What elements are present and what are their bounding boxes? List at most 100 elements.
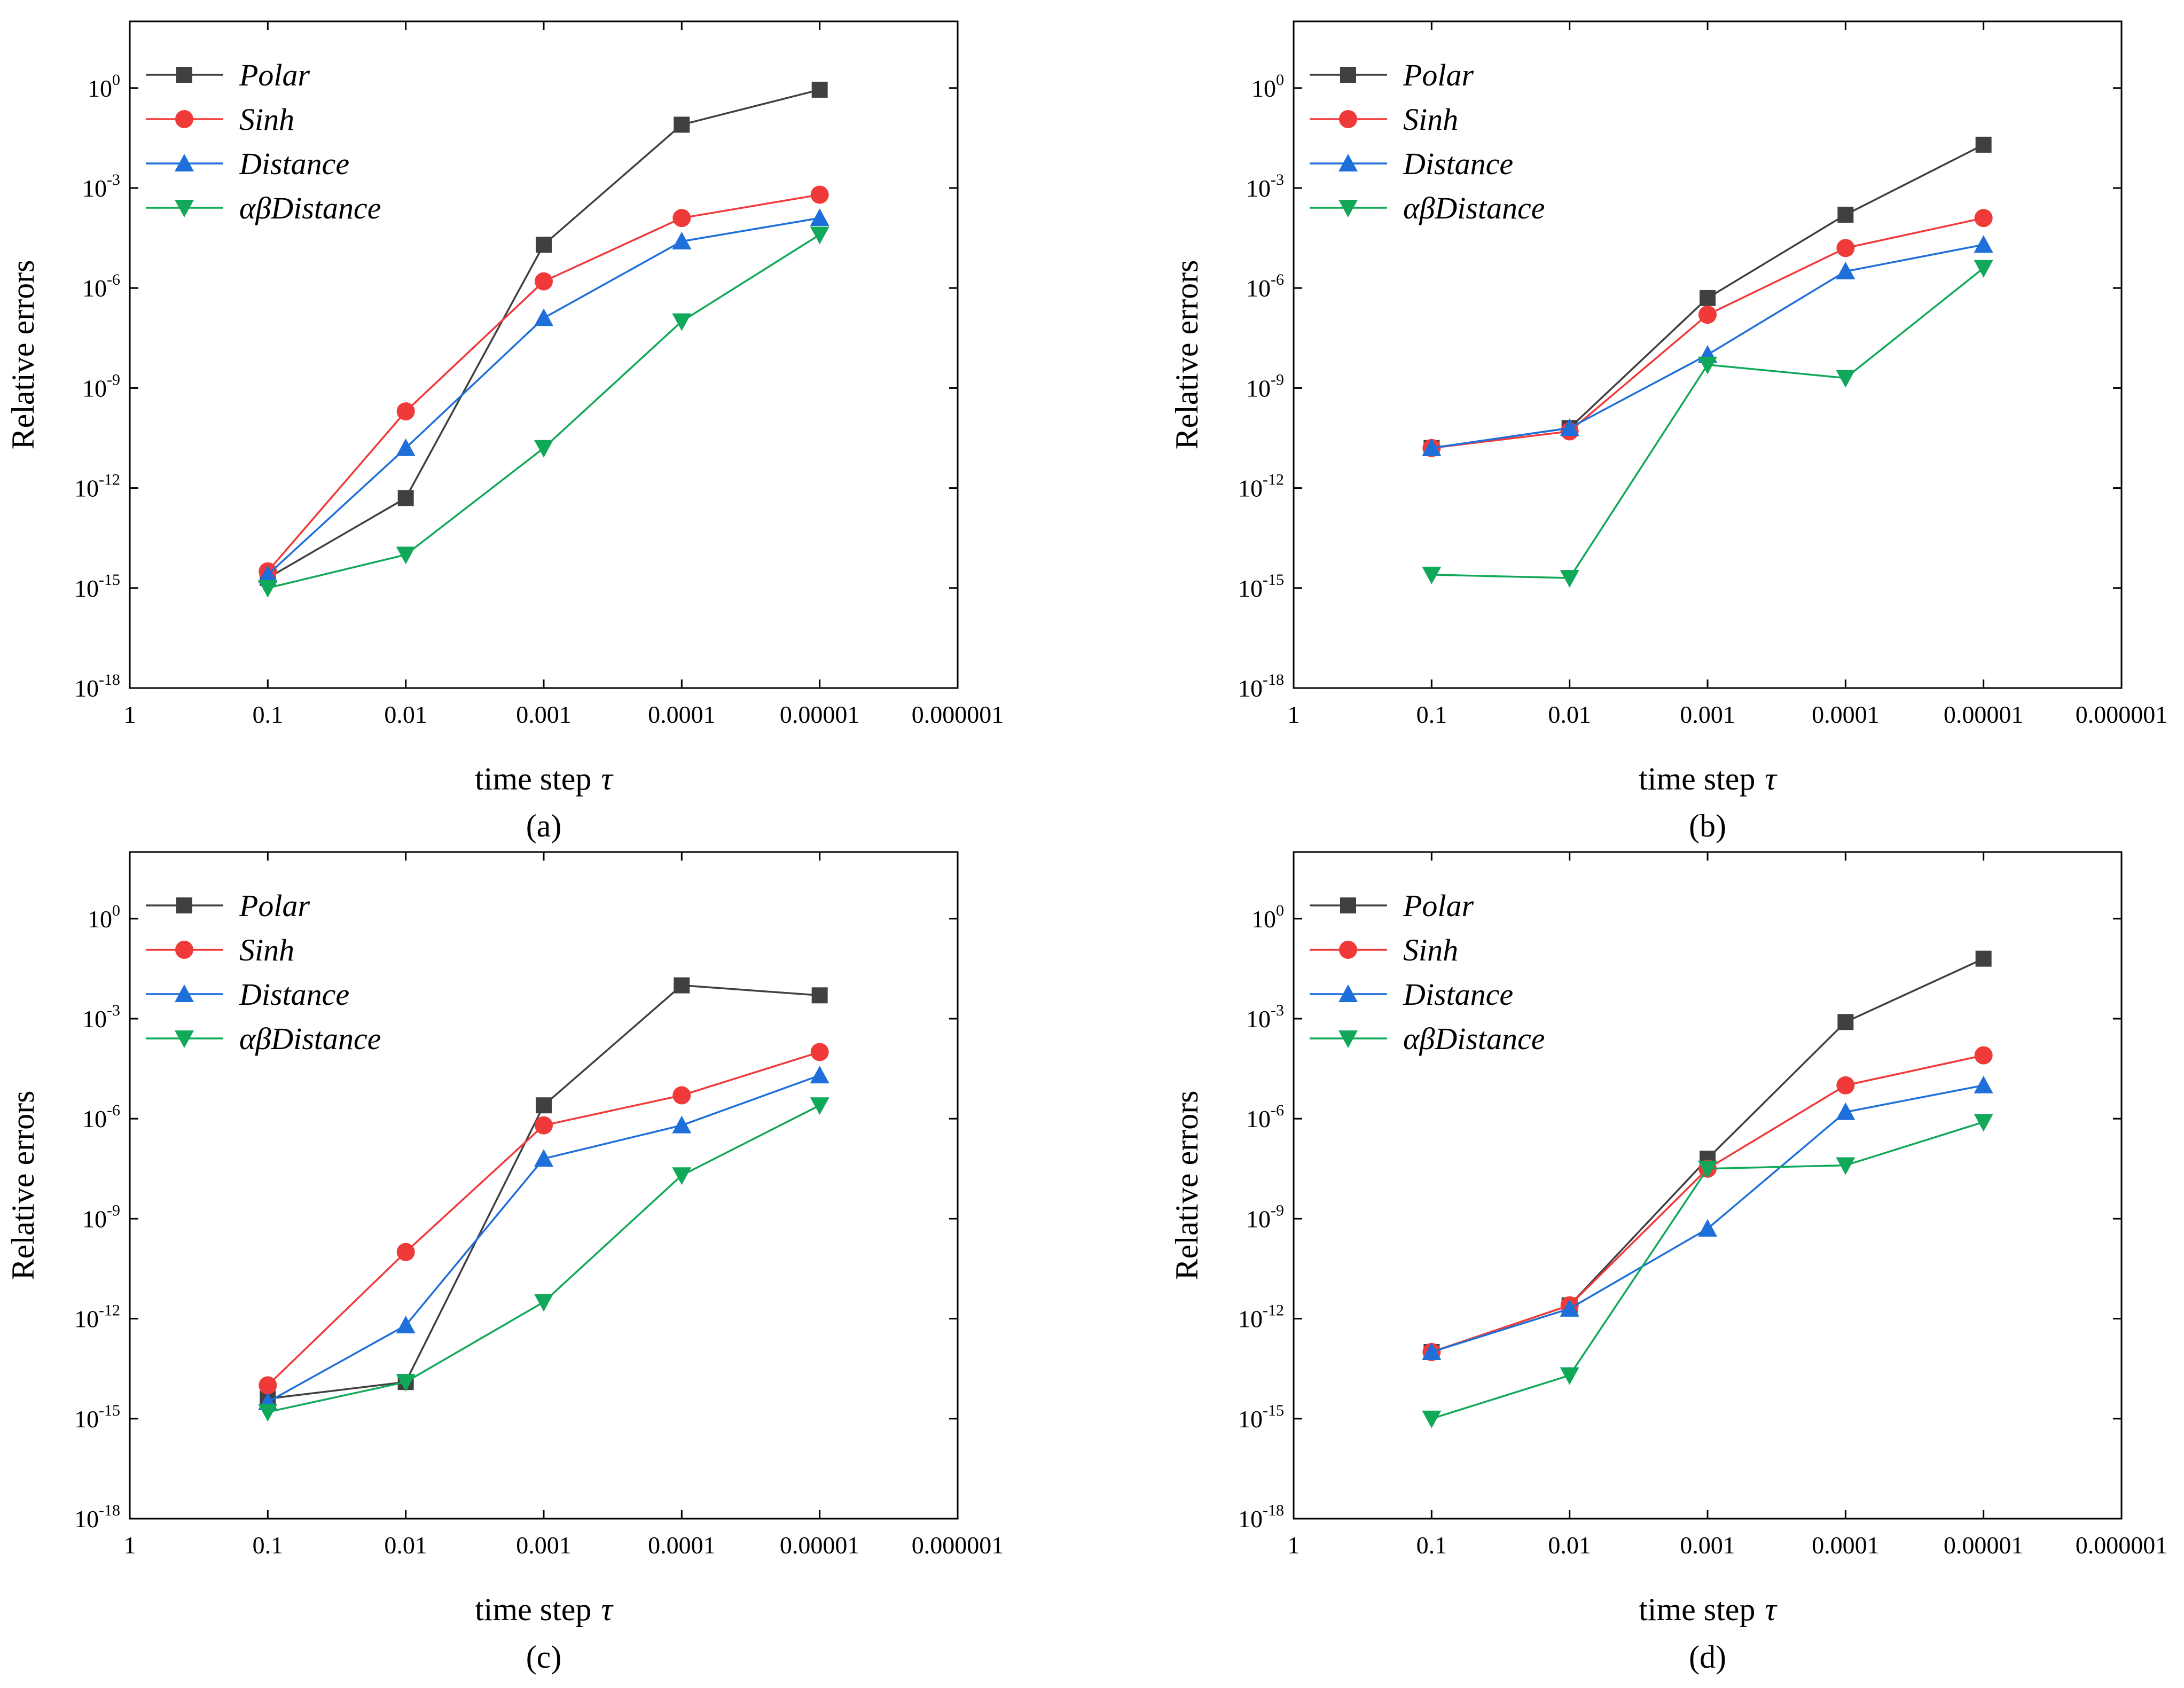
y-tick-label: 100 <box>88 71 120 102</box>
data-point-series-2 <box>396 402 415 421</box>
data-point-series-3 <box>1560 1299 1579 1317</box>
data-point-series-4 <box>1422 1410 1442 1428</box>
y-tick-base: 10 <box>82 175 107 202</box>
data-point-series-3 <box>1560 418 1579 436</box>
legend-marker <box>1340 67 1356 83</box>
y-tick-exponent: -3 <box>107 171 120 189</box>
x-tick-label: 0.01 <box>1548 701 1591 728</box>
data-point-series-1 <box>811 987 828 1004</box>
y-tick-base: 10 <box>82 1205 107 1232</box>
x-tick-label: 0.1 <box>253 1531 284 1559</box>
data-point-series-4 <box>1560 570 1579 588</box>
y-tick-exponent: -6 <box>1271 1101 1284 1119</box>
y-tick-base: 10 <box>74 1505 99 1533</box>
legend-label: Polar <box>1403 58 1474 92</box>
legend-label: Polar <box>239 888 310 923</box>
legend-label: Distance <box>1403 977 1513 1012</box>
data-point-series-4 <box>810 226 829 245</box>
y-tick-label: 10-12 <box>1238 471 1284 502</box>
y-tick-base: 10 <box>82 275 107 302</box>
y-tick-base: 10 <box>1246 275 1271 302</box>
y-tick-label: 10-12 <box>1238 1302 1284 1333</box>
x-tick-label: 0.1 <box>1416 701 1447 728</box>
y-tick-exponent: 0 <box>1276 902 1284 919</box>
y-tick-base: 10 <box>1251 905 1276 933</box>
x-tick-label: 0.1 <box>1416 1531 1447 1559</box>
y-tick-exponent: -15 <box>99 1402 120 1419</box>
data-point-series-4 <box>1974 1114 1993 1132</box>
y-axis-label: Relative errors <box>5 1091 41 1280</box>
x-axis-label: time step τ <box>1639 761 1778 796</box>
legend-label: Sinh <box>239 102 294 137</box>
y-tick-label: 10-9 <box>1246 1201 1284 1232</box>
legend-label: αβDistance <box>239 191 381 225</box>
y-tick-exponent: -6 <box>107 271 120 288</box>
data-point-series-4 <box>1836 370 1856 388</box>
y-tick-exponent: -3 <box>1271 171 1284 189</box>
data-point-series-3 <box>1974 235 1993 253</box>
y-tick-exponent: 0 <box>1276 71 1284 89</box>
x-tick-label: 0.0001 <box>1812 1531 1880 1559</box>
data-point-series-1 <box>536 237 552 253</box>
y-tick-base: 10 <box>1246 1205 1271 1232</box>
legend-marker <box>175 984 194 1002</box>
data-point-series-2 <box>672 1086 691 1105</box>
data-point-series-2 <box>810 185 829 204</box>
series-line-1 <box>267 89 820 579</box>
data-point-series-1 <box>1837 206 1854 223</box>
legend-marker <box>176 897 192 913</box>
y-tick-exponent: -18 <box>1263 671 1284 689</box>
legend-marker <box>1339 110 1357 128</box>
data-point-series-1 <box>674 977 690 994</box>
y-tick-exponent: -15 <box>1263 571 1284 589</box>
data-point-series-4 <box>1974 260 1993 278</box>
legend-marker <box>175 200 194 217</box>
panel-caption: (c) <box>526 1639 562 1675</box>
panel-caption: (d) <box>1689 1639 1726 1675</box>
chart-panel-d: 1 0.1 0.01 0.001 0.0001 0.00001 0.00000110-181… <box>1169 851 2167 1675</box>
x-tick-label: 0.01 <box>1548 1531 1591 1559</box>
y-tick-exponent: -9 <box>107 1201 120 1219</box>
panel-caption: (a) <box>526 808 562 843</box>
legend-label: Polar <box>239 58 310 92</box>
data-point-series-2 <box>396 1242 415 1261</box>
data-point-series-4 <box>534 440 553 458</box>
y-tick-label: 10-18 <box>74 671 120 702</box>
y-tick-base: 10 <box>1246 1105 1271 1132</box>
y-tick-base: 10 <box>1238 475 1263 502</box>
series-line-2 <box>1431 1054 1984 1353</box>
x-axis-label: time step τ <box>1639 1592 1778 1627</box>
data-point-series-1 <box>811 81 828 98</box>
data-point-series-1 <box>397 490 414 506</box>
data-point-series-1 <box>1975 136 1992 153</box>
y-tick-base: 10 <box>1246 374 1271 402</box>
y-tick-base: 10 <box>1246 175 1271 202</box>
x-tick-label: 0.001 <box>1680 701 1735 728</box>
chart-panel-c: 1 0.1 0.01 0.001 0.0001 0.00001 0.00000110-181… <box>5 851 1004 1675</box>
x-tick-label: 1 <box>124 701 136 728</box>
data-point-series-4 <box>672 1167 692 1185</box>
y-tick-label: 10-12 <box>74 471 120 502</box>
x-tick-label: 0.1 <box>253 701 284 728</box>
y-tick-exponent: -3 <box>107 1002 120 1019</box>
y-tick-label: 10-3 <box>82 1002 120 1033</box>
x-tick-label: 0.000001 <box>912 1531 1004 1559</box>
y-tick-base: 10 <box>82 1105 107 1132</box>
chart-panel-b: 1 0.1 0.01 0.001 0.0001 0.00001 0.00000110-181… <box>1169 20 2167 843</box>
data-point-series-3 <box>672 1115 692 1134</box>
y-tick-exponent: -6 <box>1271 271 1284 288</box>
x-tick-label: 0.0001 <box>648 701 716 728</box>
data-point-series-2 <box>810 1043 829 1061</box>
y-tick-base: 10 <box>74 1405 99 1433</box>
x-axis-label-text: time step <box>475 761 591 796</box>
x-tick-label: 0.001 <box>516 701 572 728</box>
y-tick-base: 10 <box>74 575 99 602</box>
y-tick-exponent: -9 <box>1271 371 1284 388</box>
x-axis-label-text: time step <box>1639 761 1755 796</box>
y-tick-base: 10 <box>1238 1405 1263 1433</box>
data-point-series-4 <box>1698 356 1717 374</box>
y-tick-label: 10-15 <box>74 1402 120 1433</box>
y-tick-exponent: -6 <box>107 1101 120 1119</box>
x-tick-label: 0.00001 <box>1944 1531 2024 1559</box>
data-point-series-3 <box>258 565 278 583</box>
